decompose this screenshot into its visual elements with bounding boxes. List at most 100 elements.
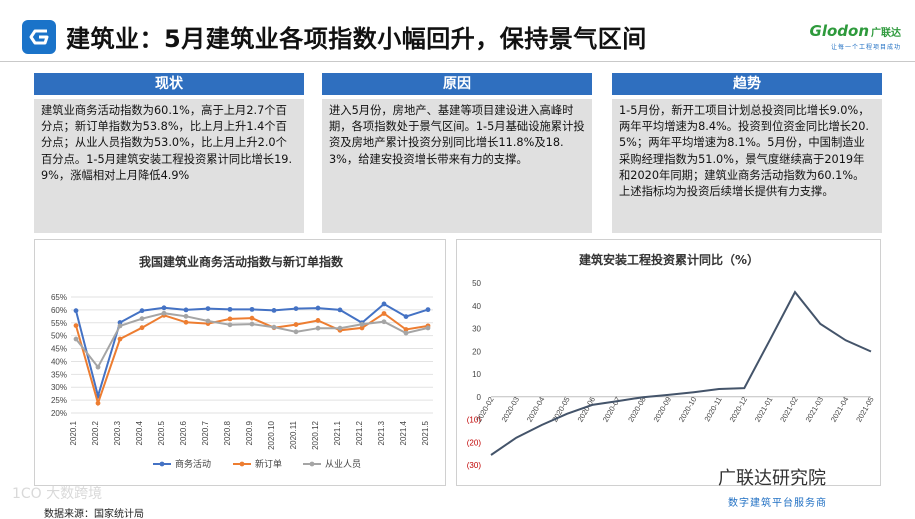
x-tick-label: 2020-11 — [702, 395, 723, 423]
y-tick-label: 0 — [477, 393, 482, 402]
panel-heading: 现状 — [34, 73, 304, 95]
panel-reason: 原因 进入5月份，房地产、基建等项目建设进入高峰时期，各项指数处于景气区间。1-… — [322, 73, 592, 233]
data-point — [315, 325, 321, 331]
y-tick-label: 40% — [51, 357, 67, 366]
line-chart-index: 我国建筑业商务活动指数与新订单指数 20% 25% 30% 35% 40% 45% 50% 55… — [51, 254, 433, 469]
data-point — [271, 324, 277, 330]
panel-status: 现状 建筑业商务活动指数为60.1%，高于上月2.7个百分点；新订单指数为53.… — [34, 73, 304, 233]
logo-icon — [22, 20, 56, 54]
chart-title: 建筑安装工程投资累计同比（%） — [578, 252, 759, 267]
data-point — [293, 306, 299, 311]
data-point — [403, 330, 409, 336]
y-tick-label: (30) — [467, 461, 482, 470]
x-tick-label: 2020.4 — [135, 420, 144, 445]
data-point — [425, 325, 431, 331]
y-tick-label: 20 — [472, 347, 481, 356]
data-point — [227, 322, 233, 328]
y-tick-label: 55% — [51, 319, 67, 328]
y-tick-label: (10) — [467, 416, 482, 425]
x-tick-label: 2021.5 — [421, 420, 430, 445]
x-tick-label: 2020.8 — [223, 420, 232, 445]
x-tick-label: 2020.3 — [113, 420, 122, 445]
x-tick-label: 2021-04 — [829, 395, 851, 423]
data-point — [117, 323, 123, 329]
x-tick-label: 2020-09 — [652, 395, 674, 423]
legend-label: 新订单 — [255, 458, 282, 469]
panel-trend: 趋势 1-5月份，新开工项目计划总投资同比增长9.0%，两年平均增速为8.4%。… — [612, 73, 882, 233]
watermark-right: 广联达研究院 数字建筑平台服务商 — [718, 464, 827, 509]
x-tick-label: 2021-03 — [804, 395, 826, 423]
x-tick-label: 2020.7 — [201, 420, 210, 445]
legend-marker — [309, 461, 315, 467]
data-point — [139, 325, 145, 331]
x-tick-label: 2020.12 — [311, 420, 320, 449]
x-tick-label: 2021.4 — [399, 420, 408, 445]
data-point — [117, 320, 123, 325]
series-line — [490, 290, 872, 456]
x-tick-label: 2021-02 — [778, 395, 800, 423]
y-tick-label: 35% — [51, 370, 67, 379]
data-point — [249, 321, 255, 327]
brand-logo: Glodon 广联达 让每一个工程项目成功 — [810, 22, 901, 51]
data-point — [227, 306, 233, 312]
data-point — [271, 308, 277, 313]
x-tick-label: 2020.5 — [157, 420, 166, 445]
data-point — [315, 305, 321, 311]
x-tick-label: 2020.1 — [69, 420, 78, 445]
y-tick-label: 20% — [51, 409, 67, 418]
x-tick-label: 2020-07 — [601, 395, 623, 423]
x-tick-label: 2020-03 — [500, 395, 522, 423]
data-point — [183, 313, 189, 319]
legend-marker — [159, 461, 165, 467]
x-tick-label: 2020.2 — [91, 420, 100, 445]
x-tick-label: 2020.10 — [267, 420, 276, 449]
x-tick-label: 2021.1 — [333, 420, 342, 445]
brand-name: Glodon — [809, 22, 869, 40]
y-tick-label: 30% — [51, 383, 67, 392]
chart-panel-index: 我国建筑业商务活动指数与新订单指数 20% 25% 30% 35% 40% 45% 50% 55… — [34, 239, 446, 486]
data-point — [227, 316, 233, 322]
y-tick-label: 25% — [51, 396, 67, 405]
data-point — [381, 301, 387, 307]
data-point — [293, 329, 299, 335]
data-point — [359, 325, 365, 331]
data-point — [315, 318, 321, 323]
panel-body: 建筑业商务活动指数为60.1%，高于上月2.7个百分点；新订单指数为53.8%，… — [34, 99, 304, 233]
data-point — [403, 327, 409, 332]
x-tick-label: 2021-05 — [854, 395, 876, 423]
data-point — [205, 306, 211, 311]
y-tick-label: 40 — [472, 302, 481, 311]
brand-cn: 广联达 — [871, 28, 901, 39]
data-point — [183, 319, 189, 325]
line-chart-investment: 建筑安装工程投资累计同比（%） (30) (20) (10) 0 10 20 30 40 50 20… — [467, 252, 876, 470]
data-point — [117, 336, 123, 342]
y-tick-label: 60% — [51, 306, 67, 315]
panel-body: 1-5月份，新开工项目计划总投资同比增长9.0%，两年平均增速为8.4%。投资到… — [612, 99, 882, 233]
data-point — [381, 311, 387, 316]
page-title: 建筑业：5月建筑业各项指数小幅回升，保持景气区间 — [66, 25, 647, 53]
data-point — [403, 314, 409, 319]
legend-marker — [239, 461, 245, 467]
brand-slogan: 让每一个工程项目成功 — [830, 45, 901, 51]
data-point — [73, 336, 79, 342]
y-tick-label: 45% — [51, 345, 67, 354]
chart-panel-investment: 建筑安装工程投资累计同比（%） (30) (20) (10) 0 10 20 30 40 50 20… — [456, 239, 881, 486]
panel-body: 进入5月份，房地产、基建等项目建设进入高峰时期，各项指数处于景气区间。1-5月基… — [322, 99, 592, 233]
data-point — [139, 316, 145, 322]
x-tick-label: 2020-10 — [677, 395, 699, 423]
panel-heading: 原因 — [322, 73, 592, 95]
data-point — [359, 321, 365, 327]
data-point — [205, 318, 211, 324]
y-tick-label: 30 — [472, 325, 481, 334]
watermark-left: 1CO 大数跨境 — [12, 486, 103, 502]
x-tick-label: 2021.2 — [355, 420, 364, 445]
data-point — [95, 400, 101, 406]
legend-label: 商务活动 — [175, 458, 211, 469]
data-point — [293, 322, 299, 327]
data-point — [337, 325, 343, 331]
legend-label: 从业人员 — [325, 459, 361, 469]
x-tick-label: 2020.9 — [245, 420, 254, 445]
data-point — [73, 323, 79, 329]
x-tick-label: 2020-12 — [728, 395, 750, 423]
data-point — [381, 319, 387, 325]
